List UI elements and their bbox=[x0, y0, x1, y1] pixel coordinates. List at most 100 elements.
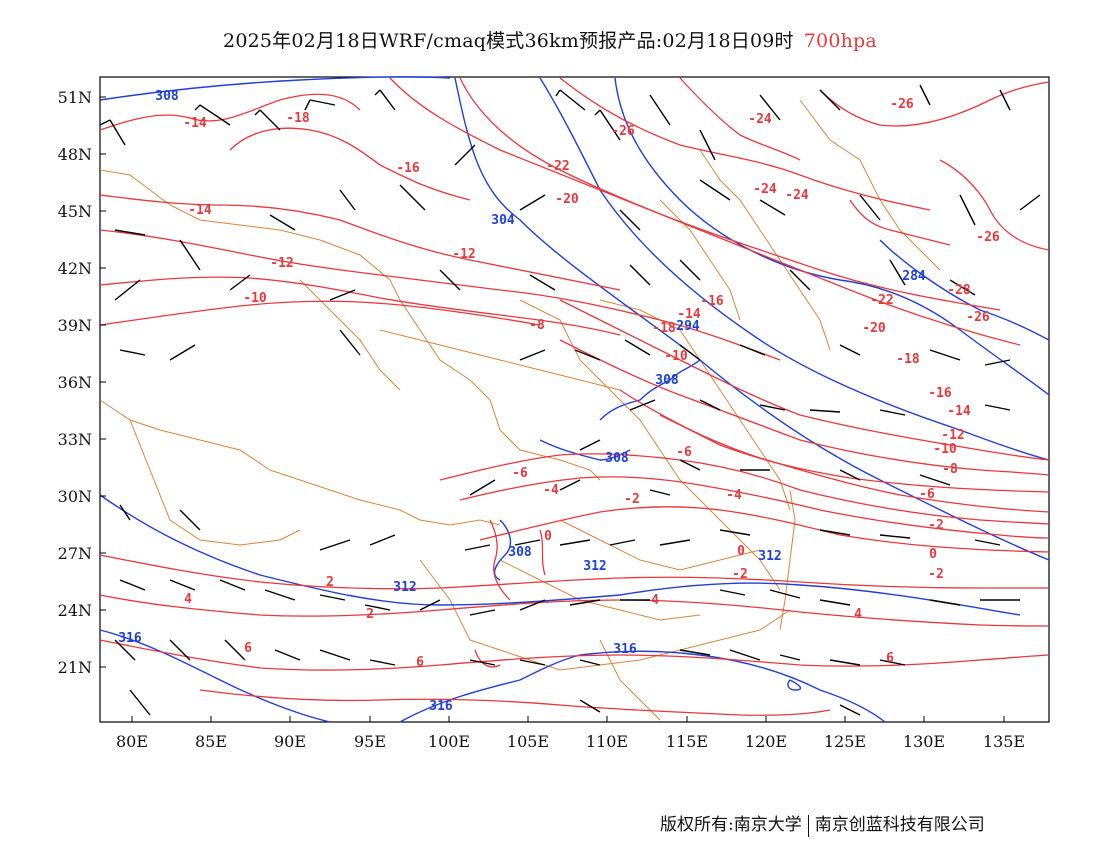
lat-label: 36N bbox=[58, 373, 92, 392]
temp-label: 0 bbox=[929, 547, 937, 562]
lat-label: 30N bbox=[58, 487, 92, 506]
temp-label: -26 bbox=[890, 97, 914, 112]
temp-label: -26 bbox=[611, 124, 635, 139]
lat-label: 39N bbox=[58, 316, 92, 335]
temp-label: 0 bbox=[544, 529, 552, 544]
temp-label: -14 bbox=[188, 203, 212, 218]
lat-label: 45N bbox=[58, 202, 92, 221]
height-label: 308 bbox=[155, 89, 179, 104]
temp-label: -22 bbox=[870, 293, 893, 308]
temperature-labels: -14 -18 -16 -14 -12 -10 -8 -22 -20 -26 -… bbox=[183, 97, 1000, 670]
temp-label: 6 bbox=[886, 651, 894, 666]
temp-label: -10 bbox=[664, 349, 688, 364]
height-label: 308 bbox=[605, 451, 629, 466]
temp-label: -20 bbox=[555, 192, 579, 207]
temp-label: -2 bbox=[624, 492, 640, 507]
temp-label: 2 bbox=[366, 607, 374, 622]
temp-label: -10 bbox=[243, 291, 267, 306]
temp-label: -8 bbox=[942, 462, 958, 477]
copyright-footer: 版权所有:南京大学 南京创蓝科技有限公司 bbox=[660, 810, 985, 837]
copyright-right: 南京创蓝科技有限公司 bbox=[814, 815, 985, 835]
temp-label: -18 bbox=[896, 352, 920, 367]
temp-label: -16 bbox=[396, 161, 420, 176]
copyright-left: 版权所有:南京大学 bbox=[660, 815, 802, 835]
lon-label: 115E bbox=[666, 732, 708, 751]
temp-label: -2 bbox=[928, 518, 944, 533]
lon-label: 100E bbox=[428, 732, 470, 751]
height-label: 312 bbox=[583, 559, 606, 574]
lat-label: 24N bbox=[58, 601, 92, 620]
lon-label: 80E bbox=[116, 732, 148, 751]
temp-label: 2 bbox=[326, 575, 334, 590]
lat-label: 21N bbox=[58, 658, 92, 677]
lon-label: 85E bbox=[195, 732, 227, 751]
lat-label: 33N bbox=[58, 430, 92, 449]
temp-label: -16 bbox=[928, 386, 952, 401]
temp-label: 6 bbox=[244, 641, 252, 656]
height-label: 316 bbox=[118, 631, 142, 646]
temp-label: -10 bbox=[933, 442, 957, 457]
temp-label: -14 bbox=[947, 404, 971, 419]
geopotential-contours bbox=[99, 76, 1050, 723]
temp-label: 6 bbox=[416, 655, 424, 670]
height-label: 316 bbox=[613, 642, 637, 657]
height-label: 304 bbox=[491, 213, 515, 228]
temperature-contours bbox=[99, 77, 1050, 716]
lon-label: 95E bbox=[354, 732, 386, 751]
lat-label: 51N bbox=[58, 88, 92, 107]
height-label: 294 bbox=[676, 319, 700, 334]
temp-label: -4 bbox=[543, 483, 559, 498]
lon-label: 130E bbox=[903, 732, 945, 751]
temp-label: -2 bbox=[928, 567, 944, 582]
borders bbox=[99, 99, 941, 721]
temp-label: -28 bbox=[947, 283, 971, 298]
height-label: 284 bbox=[902, 269, 926, 284]
lon-label: 110E bbox=[586, 732, 628, 751]
height-label: 308 bbox=[508, 545, 532, 560]
lon-label: 90E bbox=[274, 732, 306, 751]
temp-label: -12 bbox=[941, 428, 964, 443]
temp-label: -2 bbox=[732, 567, 748, 582]
lon-label: 120E bbox=[745, 732, 787, 751]
temp-label: -12 bbox=[270, 256, 293, 271]
temp-label: -18 bbox=[286, 111, 310, 126]
lat-label: 42N bbox=[58, 259, 92, 278]
temp-label: -14 bbox=[183, 116, 207, 131]
lon-label: 135E bbox=[983, 732, 1025, 751]
temp-label: 4 bbox=[184, 592, 192, 607]
temp-label: -6 bbox=[676, 445, 692, 460]
temp-label: -20 bbox=[862, 321, 886, 336]
temp-label: 4 bbox=[854, 607, 862, 622]
height-label: 312 bbox=[758, 549, 781, 564]
title-level: 700hpa bbox=[803, 30, 877, 52]
plot-frame bbox=[99, 76, 1050, 723]
temp-label: -16 bbox=[700, 294, 724, 309]
temp-label: -22 bbox=[546, 159, 569, 174]
lat-label: 27N bbox=[58, 544, 92, 563]
temp-label: -24 bbox=[785, 188, 809, 203]
footer-divider bbox=[807, 814, 809, 837]
temp-label: -24 bbox=[753, 182, 777, 197]
title-main: 2025年02月18日WRF/cmaq模式36km预报产品:02月18日09时 bbox=[223, 30, 794, 52]
lon-label: 105E bbox=[507, 732, 549, 751]
temp-label: -18 bbox=[652, 321, 676, 336]
temp-label: -8 bbox=[529, 318, 545, 333]
lat-ticks bbox=[100, 96, 106, 668]
wind-barbs bbox=[99, 84, 1041, 716]
temp-label: -24 bbox=[748, 112, 772, 127]
temp-label: 4 bbox=[651, 593, 659, 608]
temp-label: 0 bbox=[737, 544, 745, 559]
temp-label: -12 bbox=[452, 247, 475, 262]
height-label: 308 bbox=[655, 373, 679, 388]
temp-label: -6 bbox=[512, 466, 528, 481]
lat-label: 48N bbox=[58, 145, 92, 164]
temp-label: -26 bbox=[966, 310, 990, 325]
temp-label: -4 bbox=[726, 488, 742, 503]
lon-axis: 80E 85E 90E 95E 100E 105E 110E 115E 120E… bbox=[116, 732, 1025, 751]
lon-ticks bbox=[131, 716, 1005, 722]
lon-label: 125E bbox=[824, 732, 866, 751]
lat-axis: 51N 48N 45N 42N 39N 36N 33N 30N 27N 24N … bbox=[58, 88, 92, 677]
geopotential-labels: 308 304 284 294 308 308 308 312 312 312 … bbox=[118, 89, 926, 714]
temp-label: -14 bbox=[677, 307, 701, 322]
